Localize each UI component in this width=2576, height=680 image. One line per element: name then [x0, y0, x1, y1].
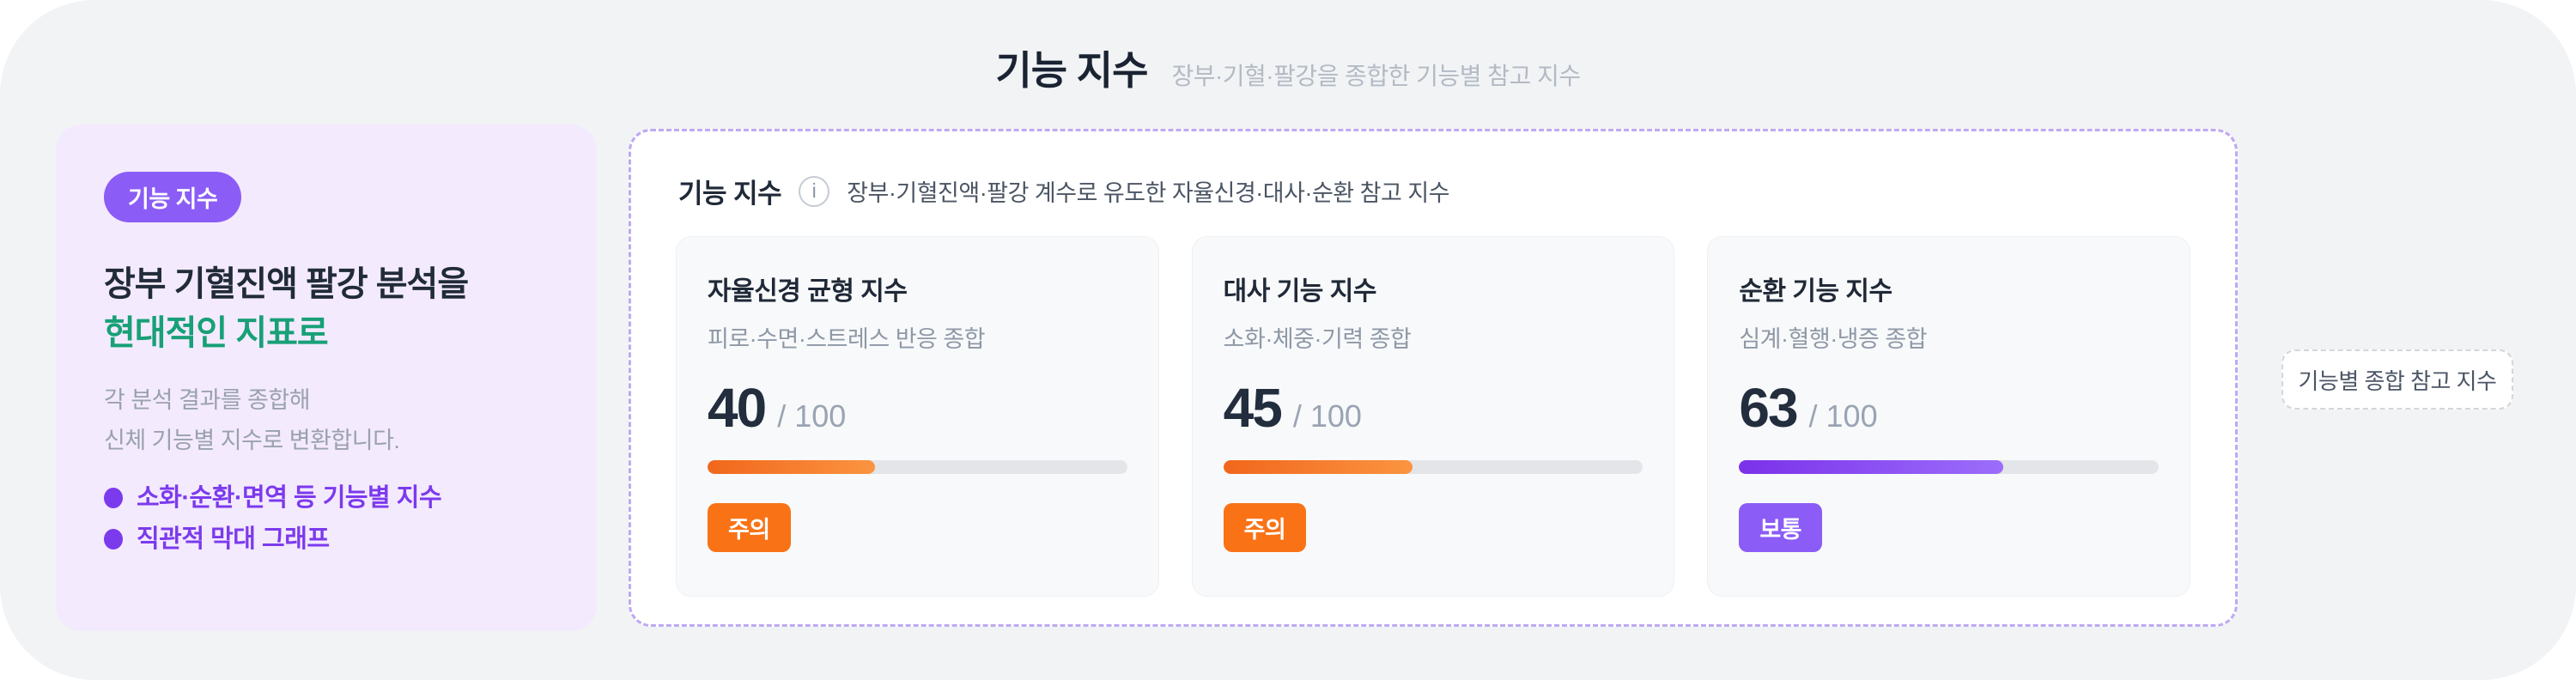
progress-track [708, 460, 1127, 475]
progress-fill [1223, 460, 1413, 475]
metric-title: 대사 기능 지수 [1223, 277, 1377, 306]
status-badge: 보통 [1739, 503, 1823, 553]
metric-cards-row: 자율신경 균형 지수 피로·수면·스트레스 반응 종합 40 / 100 주의 … [676, 236, 2191, 597]
metric-score: 45 [1223, 377, 1283, 439]
page-subtitle: 장부·기혈·팔강을 종합한 기능별 참고 지수 [1171, 63, 1581, 89]
progress-fill [1739, 460, 2004, 475]
bullet-label: 직관적 막대 그래프 [137, 525, 330, 553]
page-title: 기능 지수 [995, 48, 1148, 93]
info-icon[interactable]: i [799, 175, 830, 207]
list-item: 직관적 막대 그래프 [104, 525, 549, 554]
panel-header: 기능 지수 i 장부·기혈진액·팔강 계수로 유도한 자율신경·대사·순환 참고… [678, 172, 2188, 210]
metric-score-row: 45 / 100 [1223, 377, 1643, 439]
intro-bullet-list: 소화·순환·면역 등 기능별 지수 직관적 막대 그래프 [104, 483, 549, 554]
bullet-label: 소화·순환·면역 등 기능별 지수 [137, 483, 442, 512]
metric-card-autonomic: 자율신경 균형 지수 피로·수면·스트레스 반응 종합 40 / 100 주의 [676, 236, 1159, 597]
side-reference-label: 기능별 종합 참고 지수 [2281, 349, 2513, 410]
intro-heading-line2: 현대적인 지표로 [104, 313, 329, 352]
metric-subtitle: 소화·체중·기력 종합 [1223, 326, 1412, 352]
metric-max: / 100 [1292, 398, 1362, 434]
page-title-row: 기능 지수 장부·기혈·팔강을 종합한 기능별 참고 지수 [0, 39, 2576, 96]
intro-description: 각 분석 결과를 종합해 신체 기능별 지수로 변환합니다. [104, 380, 549, 462]
intro-card: 기능 지수 장부 기혈진액 팔강 분석을 현대적인 지표로 각 분석 결과를 종… [56, 124, 597, 631]
metric-title: 자율신경 균형 지수 [708, 277, 908, 306]
progress-track [1739, 460, 2160, 475]
metric-score: 40 [708, 377, 767, 439]
list-item: 소화·순환·면역 등 기능별 지수 [104, 483, 549, 513]
status-badge: 주의 [1223, 503, 1307, 553]
intro-heading-line1: 장부 기혈진액 팔강 분석을 [104, 265, 469, 303]
intro-heading: 장부 기혈진액 팔강 분석을 현대적인 지표로 [104, 260, 549, 358]
bullet-dot-icon [104, 488, 123, 509]
metric-card-circulatory: 순환 기능 지수 심계·혈행·냉증 종합 63 / 100 보통 [1707, 236, 2191, 597]
intro-description-line1: 각 분석 결과를 종합해 [104, 386, 311, 413]
progress-track [1223, 460, 1643, 475]
metric-subtitle: 피로·수면·스트레스 반응 종합 [708, 326, 986, 352]
metric-max: / 100 [1808, 398, 1878, 434]
metric-card-metabolic: 대사 기능 지수 소화·체중·기력 종합 45 / 100 주의 [1191, 236, 1675, 597]
bullet-dot-icon [104, 529, 123, 550]
metric-score: 63 [1739, 377, 1798, 439]
panel-description: 장부·기혈진액·팔강 계수로 유도한 자율신경·대사·순환 참고 지수 [847, 180, 1450, 206]
progress-fill [708, 460, 876, 475]
panel-title: 기능 지수 [678, 179, 782, 209]
metric-score-row: 40 / 100 [708, 377, 1127, 439]
side-reference-label-text: 기능별 종합 참고 지수 [2298, 367, 2497, 394]
intro-description-line2: 신체 기능별 지수로 변환합니다. [104, 427, 400, 453]
metric-score-row: 63 / 100 [1739, 377, 2159, 439]
status-badge: 주의 [708, 503, 791, 553]
function-index-panel: 기능 지수 i 장부·기혈진액·팔강 계수로 유도한 자율신경·대사·순환 참고… [629, 129, 2238, 627]
intro-badge: 기능 지수 [104, 172, 242, 222]
metric-subtitle: 심계·혈행·냉증 종합 [1739, 326, 1928, 352]
metric-max: / 100 [777, 398, 847, 434]
metric-title: 순환 기능 지수 [1739, 277, 1893, 306]
